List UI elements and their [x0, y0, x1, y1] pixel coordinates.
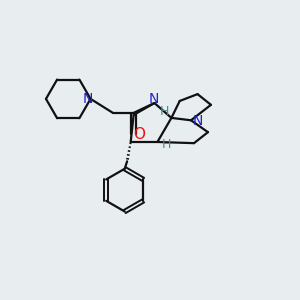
- Text: N: N: [83, 92, 93, 106]
- Text: H: H: [159, 105, 169, 118]
- Text: H: H: [162, 138, 171, 151]
- Text: N: N: [149, 92, 159, 106]
- Text: O: O: [133, 127, 145, 142]
- Text: N: N: [192, 114, 203, 128]
